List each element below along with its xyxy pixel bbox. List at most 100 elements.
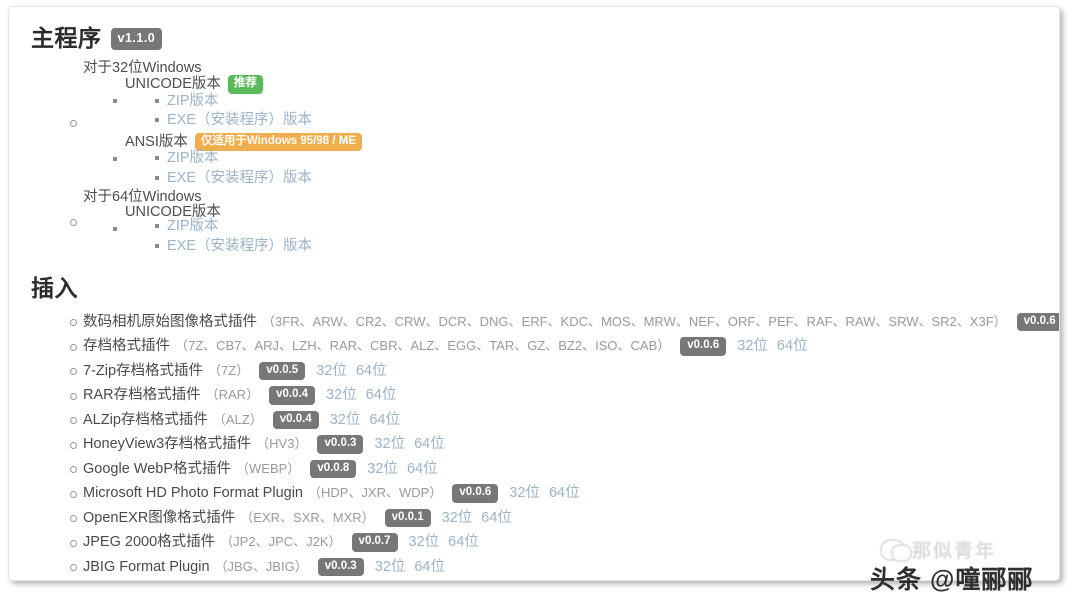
plugin-download-x64[interactable]: 64位 [776,338,808,355]
plugin-download-x86[interactable]: 32位 [329,411,361,428]
plugin-extensions: （JP2、JPC、J2K） [220,534,342,550]
plugin-list: 数码相机原始图像格式插件 （3FR、ARW、CR2、CRW、DCR、DNG、ERF… [27,312,1059,580]
plugin-version-badge: v0.0.3 [317,435,364,454]
plugin-download-x64[interactable]: 64位 [355,362,387,379]
os-group-label: 对于32位Windows [83,59,202,76]
plugin-version-badge: v0.0.7 [351,533,398,552]
plugin-extensions: （7Z） [208,362,250,378]
plugin-name: RAR存档格式插件 [83,387,201,404]
download-item[interactable]: EXE（安装程序）版本 [153,169,1041,186]
plugin-name: JBIG Format Plugin [83,558,210,575]
plugin-row: OpenEXR图像格式插件 （EXR、SXR、MXR） v0.0.1 32位 64位 [69,508,1041,528]
download-link-zip[interactable]: ZIP版本 [167,150,219,167]
plugin-name: Google WebP格式插件 [83,460,232,477]
download-link-zip[interactable]: ZIP版本 [167,92,219,109]
plugin-name: Microsoft HD Photo Format Plugin [83,485,303,502]
plugin-download-x86[interactable]: 32位 [316,362,347,379]
plugin-extensions: （7Z、CB7、ARJ、LZH、RAR、CBR、ALZ、EGG、TAR、GZ、B… [175,338,671,354]
plugin-extensions: （WEBP） [236,460,301,476]
plugin-extensions: （JBG、JBIG） [214,558,308,574]
plugin-extensions: （HV3） [256,436,308,452]
edition-list-32bit: UNICODE版本 推荐 ZIP版本 EXE（安装程序）版本 [83,75,1041,185]
plugin-download-x64[interactable]: 64位 [365,387,397,404]
download-item[interactable]: ZIP版本 [153,92,1041,109]
plugin-download-x64[interactable]: 64位 [414,436,445,453]
plugin-download-x64[interactable]: 64位 [548,485,580,502]
plugin-name: 存档格式插件 [83,338,170,355]
plugin-row: 存档格式插件 （7Z、CB7、ARJ、LZH、RAR、CBR、ALZ、EGG、TA… [69,337,1041,356]
plugin-row: RAR存档格式插件 （RAR） v0.0.4 32位 64位 [69,386,1041,405]
plugin-name: 数码相机原始图像格式插件 [83,313,257,330]
plugin-extensions: （ALZ） [212,411,263,427]
main-program-group-list: 对于32位Windows UNICODE版本 推荐 ZIP版本 [27,59,1041,254]
plugin-download-x86[interactable]: 32位 [367,460,398,477]
download-item[interactable]: ZIP版本 [153,219,1041,234]
plugin-version-badge: v0.0.8 [310,459,357,479]
edition-list-64bit: UNICODE版本 ZIP版本 EXE（安装程序）版本 [83,205,1041,254]
plugin-name: ALZip存档格式插件 [83,411,208,428]
plugin-download-x64[interactable]: 64位 [414,558,445,575]
plugin-download-x86[interactable]: 32位 [408,534,440,551]
plugin-download-x64[interactable]: 64位 [406,460,438,477]
plugin-version-badge: v0.0.6 [680,337,727,356]
download-link-exe[interactable]: EXE（安装程序）版本 [167,112,313,129]
plugin-row: ALZip存档格式插件 （ALZ） v0.0.4 32位 64位 [69,410,1041,430]
plugin-row: JBIG Format Plugin （JBG、JBIG） v0.0.3 32位 64位 [69,557,1041,577]
plugin-row: Google WebP格式插件 （WEBP） v0.0.8 32位 64位 [69,459,1041,479]
main-program-heading: 主程序 v1.1.0 [31,25,1041,53]
plugins-heading-text: 插入 [31,275,78,302]
plugin-version-badge: v0.0.6 [1016,312,1059,332]
download-item[interactable]: EXE（安装程序）版本 [153,237,1041,254]
edition-label: UNICODE版本 [125,203,221,220]
plugin-name: JPEG 2000格式插件 [83,534,216,551]
plugin-extensions: （HDP、JXR、WDP） [308,485,443,501]
plugin-row: Microsoft HD Photo Format Plugin （HDP、JXR… [69,484,1041,503]
plugin-download-x64[interactable]: 64位 [481,509,512,526]
plugin-download-x64[interactable]: 64位 [369,411,400,428]
content-card-inner: 主程序 v1.1.0 对于32位Windows UNICODE版本 推荐 [9,7,1059,580]
plugin-version-badge: v0.0.3 [317,557,364,577]
plugin-name: 7-Zip存档格式插件 [83,362,204,379]
main-program-heading-text: 主程序 [31,25,102,51]
plugin-version-badge: v0.0.1 [384,508,431,528]
download-list-ansi-32: ZIP版本 EXE（安装程序）版本 [125,151,1041,185]
plugin-download-x86[interactable]: 32位 [509,485,540,502]
download-list-unicode-32: ZIP版本 EXE（安装程序）版本 [125,92,1041,128]
download-link-exe[interactable]: EXE（安装程序）版本 [167,169,313,186]
plugin-download-x86[interactable]: 32位 [374,436,406,453]
edition-label: ANSI版本 [125,133,188,150]
plugin-extensions: （EXR、SXR、MXR） [240,509,375,525]
os-group-64bit: 对于64位Windows UNICODE版本 ZIP版本 [69,190,1041,253]
compat-warning-badge: 仅适用于Windows 95/98 / ME [194,132,363,152]
plugin-row: 7-Zip存档格式插件 （7Z） v0.0.5 32位 64位 [69,361,1041,381]
plugin-extensions: （RAR） [205,387,260,403]
content-card: 主程序 v1.1.0 对于32位Windows UNICODE版本 推荐 [8,6,1060,581]
plugin-version-badge: v0.0.6 [452,484,499,503]
os-group-label: 对于64位Windows [83,189,202,206]
download-link-exe[interactable]: EXE（安装程序）版本 [167,237,313,254]
plugin-version-badge: v0.0.4 [269,386,316,405]
plugin-download-x86[interactable]: 32位 [737,338,768,355]
edition-unicode-32: UNICODE版本 推荐 ZIP版本 EXE（安装程序）版本 [111,75,1041,128]
plugin-row: JPEG 2000格式插件 （JP2、JPC、J2K） v0.0.7 32位 64位 [69,533,1041,552]
main-program-version-badge: v1.1.0 [110,28,163,50]
plugin-download-x86[interactable]: 32位 [326,387,357,404]
plugin-row: 数码相机原始图像格式插件 （3FR、ARW、CR2、CRW、DCR、DNG、ERF… [69,312,1059,332]
plugin-download-x86[interactable]: 32位 [441,509,473,526]
plugin-name: HoneyView3存档格式插件 [83,436,252,453]
download-link-zip[interactable]: ZIP版本 [167,218,219,235]
download-item[interactable]: EXE（安装程序）版本 [153,113,1041,128]
recommended-badge: 推荐 [227,75,263,94]
plugins-heading: 插入 [31,275,1041,303]
edition-ansi-32: ANSI版本 仅适用于Windows 95/98 / ME ZIP版本 EXE（… [111,132,1041,186]
plugin-version-badge: v0.0.5 [259,361,306,381]
plugin-version-badge: v0.0.4 [272,410,319,430]
download-list-unicode-64: ZIP版本 EXE（安装程序）版本 [125,219,1041,253]
os-group-32bit: 对于32位Windows UNICODE版本 推荐 ZIP版本 [69,59,1041,186]
plugin-download-x86[interactable]: 32位 [374,558,406,575]
download-item[interactable]: ZIP版本 [153,151,1041,166]
edition-unicode-64: UNICODE版本 ZIP版本 EXE（安装程序）版本 [111,205,1041,254]
plugin-download-x64[interactable]: 64位 [448,534,479,551]
plugin-row: HoneyView3存档格式插件 （HV3） v0.0.3 32位 64位 [69,435,1041,454]
